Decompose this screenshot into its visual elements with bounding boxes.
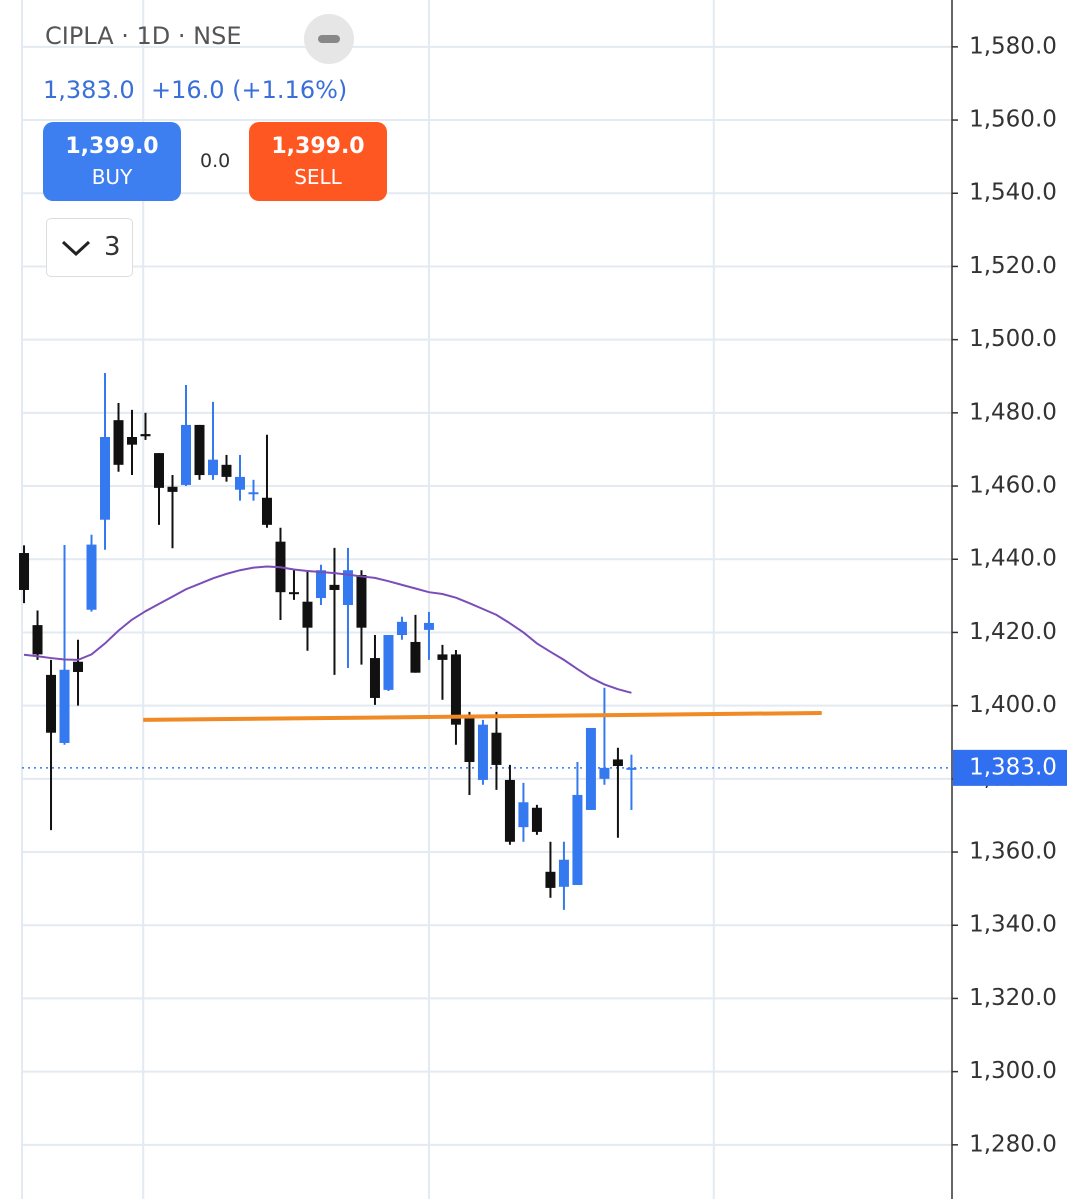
moving-average [23,565,632,694]
last-price-label: 1,383.0 [969,754,1057,780]
y-tick-label: 1,400.0 [969,692,1057,718]
candle-body [302,601,313,628]
candle-body [599,767,610,779]
y-tick-label: 1,560.0 [969,107,1057,133]
candle-body [342,570,353,605]
sell-button[interactable]: 1,399.0 SELL [249,122,387,201]
candle-body [383,635,394,690]
spread: 0.0 [200,150,231,172]
candle-body [477,724,488,780]
indicator-count: 3 [104,232,121,262]
y-tick-label: 1,340.0 [969,912,1057,938]
y-tick-label: 1,300.0 [969,1058,1057,1084]
candle-body [410,641,421,673]
candle-body [423,622,434,630]
candle-body [73,661,84,672]
candle-body [558,859,569,887]
candle-body [207,459,218,476]
candle-body [450,654,461,725]
y-tick-label: 1,320.0 [969,985,1057,1011]
buy-button[interactable]: 1,399.0 BUY [43,122,181,201]
candle-body [315,570,326,599]
price-change: +16.0 (+1.16%) [151,76,348,104]
y-tick-label: 1,520.0 [969,253,1057,279]
candle-body [140,434,151,437]
buy-price: 1,399.0 [65,134,159,159]
candle-body [59,669,70,743]
last-price-box [953,749,1067,786]
candle-body [612,759,623,767]
candle-body [626,767,637,770]
y-tick-label: 1,540.0 [969,180,1057,206]
symbol: CIPLA · 1D · NSE [45,22,242,50]
y-tick-label: 1,280.0 [969,1131,1057,1157]
candle-body [464,714,475,763]
y-tick-label: 1,420.0 [969,619,1057,645]
candle-body [585,727,596,810]
chevron [61,240,91,257]
candle-body [545,871,556,888]
candle-body [356,574,367,628]
candle-body [437,654,448,660]
candle-body [221,464,232,477]
y-tick-label: 1,440.0 [969,546,1057,572]
y-tick-label: 1,500.0 [969,326,1057,352]
candle-body [248,492,259,495]
y-tick-label: 1,480.0 [969,399,1057,425]
candle-body [154,453,165,488]
last-price: 1,383.0 [43,76,135,104]
candle-body [288,592,299,595]
sell-label: SELL [294,165,342,189]
candle-body [100,436,111,520]
candle-body [167,486,178,492]
candle-body [194,424,205,476]
candle-body [396,621,407,636]
collapse-button[interactable] [304,14,354,64]
trend-line [143,710,822,722]
y-tick-label: 1,580.0 [969,33,1057,59]
candle-body [234,476,245,490]
candle-body [19,553,30,590]
candle-body [86,544,97,610]
candle-body [113,420,124,465]
candle-body [32,625,43,655]
candle-body [329,584,340,590]
candle-body [180,424,191,485]
indicators-toggle[interactable]: 3 [46,218,133,277]
sell-price: 1,399.0 [271,134,365,159]
candle-body [491,732,502,765]
y-tick-label: 1,460.0 [969,473,1057,499]
buy-label: BUY [91,165,133,189]
candle-body [369,658,380,698]
candle-body [504,779,515,842]
y-tick-label: 1,360.0 [969,839,1057,865]
candle-body [127,436,138,445]
candle-body [572,794,583,885]
candle-body [531,807,542,832]
candle-body [46,674,57,733]
candle-body [261,497,272,525]
candle-body [518,802,529,828]
